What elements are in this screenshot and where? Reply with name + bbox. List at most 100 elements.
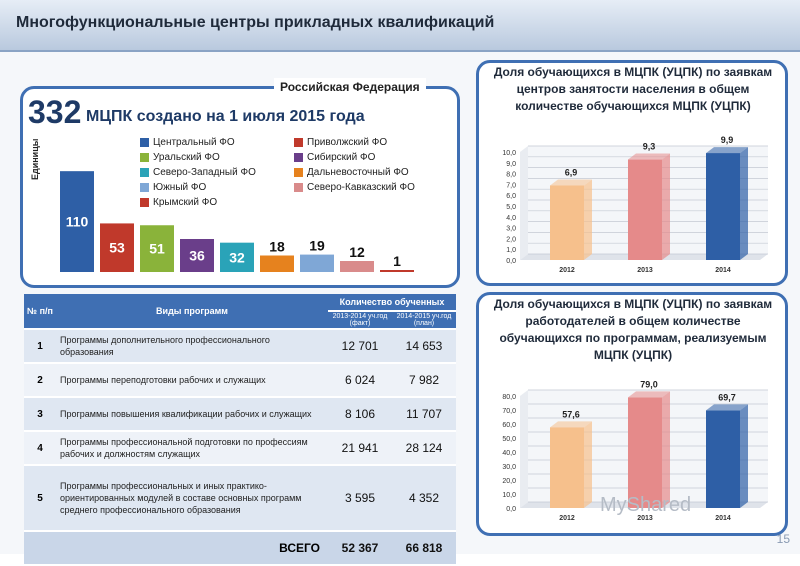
y-tick-label: 20,0 xyxy=(502,478,516,485)
district-bar xyxy=(60,171,94,272)
bar-front xyxy=(706,410,740,508)
units-axis-label: Единицы xyxy=(30,138,40,180)
row-value-2015: 4 352 xyxy=(392,465,456,532)
table-row: 1 Программы дополнительного профессиональ… xyxy=(24,329,456,364)
legend-item: Дальневосточный ФО xyxy=(294,167,409,178)
district-bar xyxy=(140,225,174,272)
y-tick-label: 0,0 xyxy=(506,258,516,265)
page-number: 15 xyxy=(776,532,790,546)
y-tick-label: 4,0 xyxy=(506,215,516,222)
legend-item: Центральный ФО xyxy=(140,137,235,148)
x-category-label: 2012 xyxy=(559,515,575,522)
bar-side xyxy=(662,153,670,260)
y-tick-label: 30,0 xyxy=(502,464,516,471)
table-row: 5 Программы профессиональных и иных практ… xyxy=(24,465,456,532)
y-tick-label: 70,0 xyxy=(502,408,516,415)
bar-front xyxy=(706,153,740,260)
y-tick-label: 80,0 xyxy=(502,394,516,401)
col-num-header: № п/п xyxy=(24,294,56,330)
employment-centers-chart: 0,0 1,0 2,0 3,0 4,0 5,0 6,0 7,0 8,0 9,0 10,0 6,9 201… xyxy=(502,135,768,274)
legend-label: Северо-Кавказский ФО xyxy=(307,182,415,193)
district-bar xyxy=(100,223,134,272)
col-year2-header: 2014-2015 уч.год (план) xyxy=(392,311,456,330)
district-bar-label: 51 xyxy=(149,241,165,257)
total-value-2015: 66 818 xyxy=(392,531,456,566)
col-year1-header: 2013-2014 уч.год (факт) xyxy=(328,311,392,330)
bar-value-label: 79,0 xyxy=(640,379,658,389)
row-value-2015: 7 982 xyxy=(392,363,456,398)
legend-swatch xyxy=(140,168,149,177)
district-bar xyxy=(260,255,294,272)
y-tick-label: 40,0 xyxy=(502,450,516,457)
bar-top xyxy=(628,391,670,398)
row-value-2015: 14 653 xyxy=(392,329,456,364)
bar-top xyxy=(706,147,748,154)
district-bar-label: 53 xyxy=(109,240,125,256)
districts-bar-chart: 110 53 51 36 32 18 19 12 1 xyxy=(60,171,414,272)
legend-item: Приволжский ФО xyxy=(294,137,387,148)
slide-header: Многофункциональные центры прикладных кв… xyxy=(0,0,800,52)
row-value-2014: 12 701 xyxy=(328,329,392,364)
y-tick-label: 6,0 xyxy=(506,193,516,200)
row-value-2015: 11 707 xyxy=(392,397,456,432)
row-program-name: Программы профессиональных и иных практи… xyxy=(56,465,328,532)
bar-top xyxy=(550,421,592,428)
district-bar-label: 36 xyxy=(189,248,205,264)
legend-swatch xyxy=(294,153,303,162)
total-centers-text: МЦПК создано на 1 июля 2015 года xyxy=(86,108,365,125)
row-index: 5 xyxy=(24,465,56,532)
y-tick-label: 10,0 xyxy=(502,492,516,499)
y-tick-label: 0,0 xyxy=(506,506,516,513)
row-program-name: Программы повышения квалификации рабочих… xyxy=(56,397,328,432)
row-value-2014: 3 595 xyxy=(328,465,392,532)
legend-swatch xyxy=(140,138,149,147)
bar-side xyxy=(740,404,748,508)
table-row: 2 Программы переподготовки рабочих и служ… xyxy=(24,363,456,398)
legend-item: Северо-Кавказский ФО xyxy=(294,182,415,193)
district-bar xyxy=(380,270,414,272)
bar-side xyxy=(584,179,592,260)
y-tick-label: 60,0 xyxy=(502,422,516,429)
legend-swatch xyxy=(294,183,303,192)
row-index: 3 xyxy=(24,397,56,432)
y-tick-label: 1,0 xyxy=(506,247,516,254)
slide-title: Многофункциональные центры прикладных кв… xyxy=(16,14,495,31)
row-value-2015: 28 124 xyxy=(392,431,456,466)
row-program-name: Программы дополнительного профессиональн… xyxy=(56,329,328,364)
employment-centers-title: Доля обучающихся в МЦПК (УЦПК) по заявка… xyxy=(493,65,773,113)
table-row: 3 Программы повышения квалификации рабочи… xyxy=(24,397,456,432)
row-program-name: Программы профессиональной подготовки по… xyxy=(56,431,328,466)
watermark-text: MyShared xyxy=(600,494,692,516)
table-row: 4 Программы профессиональной подготовки п… xyxy=(24,431,456,466)
row-index: 1 xyxy=(24,329,56,364)
x-category-label: 2014 xyxy=(715,515,731,522)
bar-value-label: 57,6 xyxy=(562,409,580,419)
district-bar-label: 32 xyxy=(229,249,245,265)
legend-swatch xyxy=(140,198,149,207)
bar-side xyxy=(584,421,592,508)
total-centers-number: 332 xyxy=(28,94,82,130)
x-category-label: 2014 xyxy=(715,267,731,274)
chart-side-wall xyxy=(520,146,528,260)
bar-value-label: 9,3 xyxy=(643,142,656,152)
district-bar xyxy=(340,261,374,272)
bar-front xyxy=(628,397,662,508)
district-bar-label: 12 xyxy=(349,244,365,260)
legend-swatch xyxy=(140,153,149,162)
legend-item: Северо-Западный ФО xyxy=(140,167,256,178)
y-tick-label: 2,0 xyxy=(506,236,516,243)
legend-item: Крымский ФО xyxy=(140,197,217,208)
x-category-label: 2013 xyxy=(637,267,653,274)
bar-top xyxy=(628,153,670,160)
legend-swatch xyxy=(294,138,303,147)
district-bar-label: 18 xyxy=(269,239,285,255)
x-category-label: 2012 xyxy=(559,267,575,274)
legend-label: Центральный ФО xyxy=(153,137,235,148)
y-tick-label: 3,0 xyxy=(506,226,516,233)
bar-top xyxy=(550,179,592,186)
table-total-row: ВСЕГО 52 367 66 818 xyxy=(24,531,456,566)
district-bar xyxy=(220,242,254,272)
row-value-2014: 21 941 xyxy=(328,431,392,466)
chart-side-wall xyxy=(520,390,528,508)
bar-side xyxy=(740,147,748,260)
